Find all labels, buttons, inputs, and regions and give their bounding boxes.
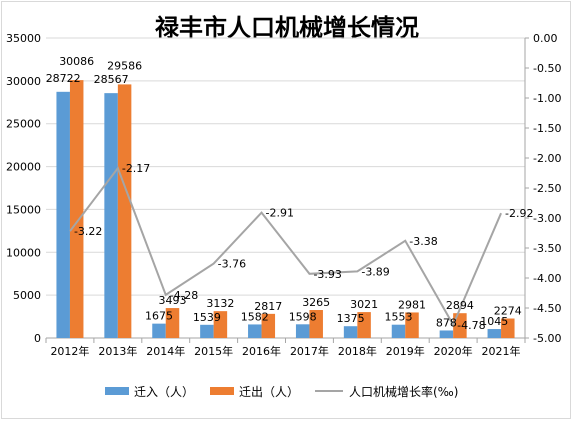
y-left-tick-label: 10000 xyxy=(6,246,41,259)
growth-rate-label: -4.28 xyxy=(170,289,198,302)
chart-title: 禄丰市人口机械增长情况 xyxy=(155,13,419,42)
growth-rate-label: -3.89 xyxy=(361,265,389,278)
y-left-tick-label: 30000 xyxy=(6,75,41,88)
bar-out-label: 3132 xyxy=(206,297,234,310)
bar-in xyxy=(56,91,70,338)
bar-out xyxy=(69,80,84,339)
bar-in xyxy=(104,93,118,338)
bar-in-label: 28567 xyxy=(94,73,129,86)
y-right-tick-label: -2.50 xyxy=(533,182,561,195)
growth-rate-label: -2.17 xyxy=(122,162,150,175)
bar-in-label: 28722 xyxy=(46,72,81,85)
y-left-tick-label: 25000 xyxy=(6,118,41,131)
bar-out-label: 2274 xyxy=(494,305,522,318)
bar-out xyxy=(213,311,228,338)
legend-label: 人口机械增长率(‰) xyxy=(349,384,458,399)
bar-out xyxy=(165,308,180,338)
bar-out xyxy=(357,312,371,338)
legend-label: 迁入（人） xyxy=(134,385,194,399)
bar-in-label: 1553 xyxy=(385,311,413,324)
y-right-tick-label: -0.50 xyxy=(533,62,561,75)
y-left-tick-label: 15000 xyxy=(6,203,41,216)
x-tick-label: 2013年 xyxy=(98,344,137,358)
bar-out xyxy=(501,318,515,338)
y-right-tick-label: -1.50 xyxy=(533,122,561,135)
bar-in-label: 1375 xyxy=(337,312,365,325)
bar-in xyxy=(295,324,310,338)
bar-out-label: 3021 xyxy=(350,298,378,311)
y-left-tick-label: 35000 xyxy=(6,32,41,45)
y-right-tick-label: -4.50 xyxy=(533,302,561,315)
bar-in xyxy=(248,324,262,338)
y-right-tick-label: -2.00 xyxy=(533,152,561,165)
growth-rate-label: -2.92 xyxy=(505,207,533,220)
legend-swatch xyxy=(105,387,129,395)
growth-rate-line xyxy=(69,166,502,328)
bar-out-label: 30086 xyxy=(59,55,94,68)
bar-in-label: 878 xyxy=(436,316,457,329)
y-right-tick-label: -3.00 xyxy=(533,212,561,225)
bars xyxy=(56,80,515,339)
growth-rate-label: -3.93 xyxy=(313,268,341,281)
x-tick-label: 2014年 xyxy=(146,344,185,358)
bar-in-label: 1675 xyxy=(145,310,173,323)
bar-out-label: 2981 xyxy=(398,298,426,311)
x-tick-label: 2021年 xyxy=(482,344,521,358)
growth-rate-label: -4.78 xyxy=(457,319,485,332)
x-tick-label: 2020年 xyxy=(434,344,473,358)
bar-out-label: 2894 xyxy=(446,299,474,312)
y-right-tick-label: -3.50 xyxy=(533,242,561,255)
axes: 0 5000 10000 15000 20000 25000 30000 35000 0.00 -… xyxy=(6,32,561,358)
bar-in xyxy=(200,324,214,338)
bar-in xyxy=(152,323,166,338)
bar-out xyxy=(309,310,323,338)
bar-in xyxy=(343,326,358,338)
x-tick-label: 2017年 xyxy=(290,344,329,358)
legend: 迁入（人） 迁出（人） 人口机械增长率(‰) xyxy=(105,384,458,399)
x-tick-label: 2012年 xyxy=(50,344,89,358)
legend-label: 迁出（人） xyxy=(239,385,299,399)
x-tick-label: 2018年 xyxy=(338,344,377,358)
x-tick-label: 2016年 xyxy=(242,344,281,358)
growth-rate-label: -3.76 xyxy=(218,258,246,271)
bar-in-label: 1539 xyxy=(193,311,221,324)
bar-in-label: 1045 xyxy=(480,315,508,328)
bar-out xyxy=(405,312,419,338)
bar-in xyxy=(391,324,406,338)
y-right-tick-label: -4.00 xyxy=(533,272,561,285)
legend-swatch xyxy=(210,387,234,395)
y-right-tick-label: 0.00 xyxy=(533,32,558,45)
growth-rate-label: -3.22 xyxy=(74,225,102,238)
bar-out-label: 29586 xyxy=(107,59,142,72)
bar-out xyxy=(117,84,132,338)
growth-rate-label: -3.38 xyxy=(409,235,437,248)
data-labels: 28722 28567 1675 1539 1582 1598 1375 1553 878 104… xyxy=(46,55,534,332)
bar-out-label: 3493 xyxy=(159,294,187,307)
bar-in-label: 1582 xyxy=(241,310,269,323)
growth-rate-label: -2.91 xyxy=(266,207,294,220)
y-left-tick-label: 5000 xyxy=(13,289,41,302)
bar-in xyxy=(487,329,502,338)
bar-out xyxy=(261,313,276,338)
y-left-tick-label: 20000 xyxy=(6,161,41,174)
growth-rate-polyline xyxy=(69,166,502,328)
x-tick-label: 2015年 xyxy=(194,344,233,358)
x-tick-label: 2019年 xyxy=(386,344,425,358)
y-left-tick-label: 0 xyxy=(34,332,41,345)
bar-in-label: 1598 xyxy=(289,310,317,323)
y-right-tick-label: -1.00 xyxy=(533,92,561,105)
bar-in xyxy=(439,330,454,338)
bar-out-label: 2817 xyxy=(254,300,282,313)
y-right-tick-label: -5.00 xyxy=(533,332,561,345)
bar-out-label: 3265 xyxy=(302,296,330,309)
